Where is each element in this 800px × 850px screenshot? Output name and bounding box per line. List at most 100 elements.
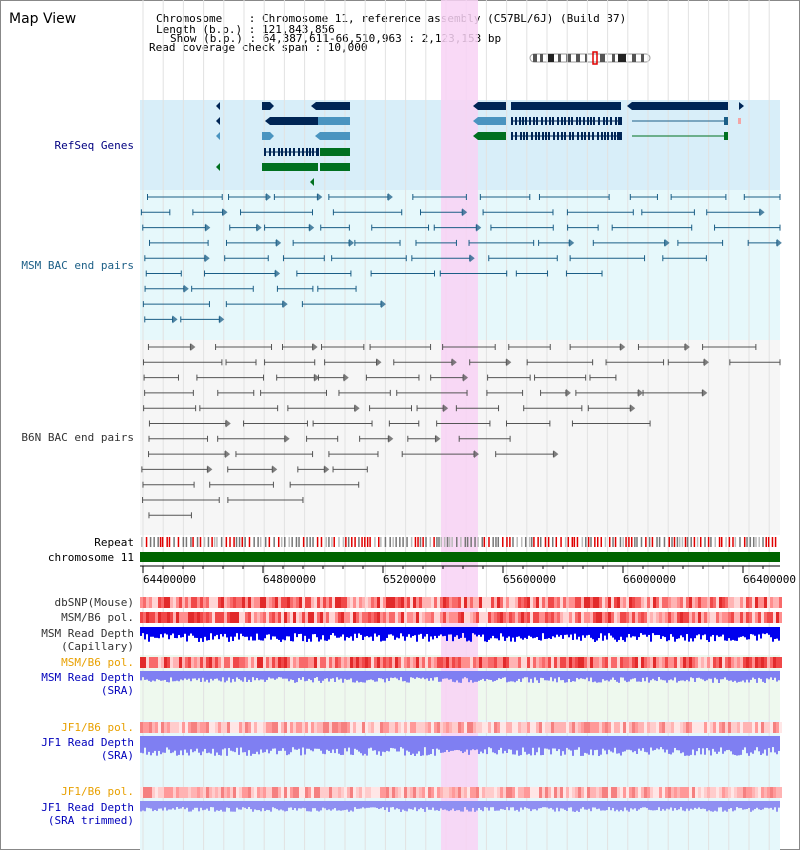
depth-bar bbox=[678, 671, 680, 682]
repeat-element bbox=[264, 537, 267, 547]
depth-bar bbox=[358, 801, 360, 809]
gene-exon-cluster[interactable] bbox=[264, 148, 319, 156]
heat-cell bbox=[440, 657, 443, 668]
repeat-track[interactable] bbox=[141, 537, 777, 547]
depth-bar bbox=[402, 736, 404, 749]
depth-bar bbox=[590, 671, 592, 678]
heat-cell bbox=[170, 612, 173, 623]
depth-bar bbox=[770, 801, 772, 808]
depth-bar bbox=[154, 801, 156, 811]
gene-exon[interactable] bbox=[262, 163, 318, 171]
depth-bar bbox=[764, 671, 766, 683]
heat-cell bbox=[497, 787, 500, 798]
depth-bar bbox=[552, 671, 554, 682]
jf1-depth-trimmed-histogram[interactable] bbox=[140, 801, 780, 812]
gene-exon[interactable] bbox=[262, 102, 270, 110]
heat-cell bbox=[653, 657, 656, 668]
heat-cell bbox=[164, 657, 167, 668]
msm-depth-capillary-histogram[interactable] bbox=[140, 627, 780, 642]
depth-bar bbox=[448, 627, 450, 635]
gene-exon[interactable] bbox=[320, 163, 350, 171]
heat-cell bbox=[512, 612, 515, 623]
gene-exon[interactable] bbox=[511, 102, 621, 110]
heat-cell bbox=[416, 657, 419, 668]
depth-bar bbox=[196, 627, 198, 638]
gene-exon[interactable] bbox=[316, 102, 350, 110]
gene-exon bbox=[607, 132, 609, 140]
msm-depth-sra-histogram[interactable] bbox=[140, 671, 780, 683]
gene-exon[interactable] bbox=[320, 148, 350, 156]
b6n-bac-end-pairs[interactable] bbox=[141, 343, 781, 519]
depth-bar bbox=[242, 736, 244, 753]
repeat-element bbox=[681, 537, 684, 547]
msm-bac-end-pairs[interactable] bbox=[140, 193, 782, 324]
chromosome-ideogram[interactable] bbox=[529, 51, 651, 65]
bac-end-arrow bbox=[282, 300, 288, 309]
depth-bar bbox=[528, 627, 530, 636]
depth-bar bbox=[204, 671, 206, 682]
highlight-region[interactable] bbox=[441, 0, 478, 850]
gene-exon[interactable] bbox=[478, 132, 506, 140]
repeat-element bbox=[190, 537, 192, 547]
heat-cell bbox=[659, 722, 662, 733]
heat-cell bbox=[200, 612, 203, 623]
heat-cell bbox=[464, 597, 467, 608]
heat-cell bbox=[575, 612, 578, 623]
gene-exon[interactable] bbox=[724, 117, 728, 125]
refseq-genes-track[interactable] bbox=[216, 102, 744, 186]
repeat-element bbox=[380, 537, 382, 547]
gene-exon[interactable] bbox=[478, 117, 506, 125]
depth-bar bbox=[678, 801, 680, 810]
heat-cell bbox=[230, 722, 233, 733]
heat-cell bbox=[431, 787, 434, 798]
heat-cell bbox=[617, 657, 620, 668]
gene-exon[interactable] bbox=[478, 102, 506, 110]
heat-cell bbox=[539, 657, 542, 668]
depth-bar bbox=[308, 627, 310, 639]
heat-cell bbox=[653, 722, 656, 733]
depth-bar bbox=[242, 801, 244, 808]
depth-bar bbox=[176, 736, 178, 756]
heat-cell bbox=[395, 612, 398, 623]
chromosome-bar[interactable] bbox=[140, 552, 780, 562]
jf1-b6-pol-trimmed-heat-strip[interactable] bbox=[140, 787, 782, 798]
depth-bar bbox=[776, 627, 778, 639]
depth-bar bbox=[536, 671, 538, 681]
depth-bar bbox=[420, 671, 422, 679]
jf1-b6-pol-heat-strip[interactable] bbox=[140, 722, 782, 733]
gene-exon-cluster[interactable] bbox=[511, 117, 622, 125]
heat-cell bbox=[248, 597, 251, 608]
gene-exon[interactable] bbox=[320, 132, 350, 140]
gene-exon[interactable] bbox=[724, 132, 728, 140]
jf1-depth-sra-histogram[interactable] bbox=[140, 736, 780, 756]
gene-exon[interactable] bbox=[318, 117, 350, 125]
depth-bar bbox=[676, 801, 678, 811]
gene-exon-cluster[interactable] bbox=[511, 132, 622, 140]
heat-cell bbox=[569, 722, 572, 733]
depth-bar bbox=[636, 801, 638, 811]
msm-b6-pol-heat-strip[interactable] bbox=[140, 612, 782, 623]
depth-bar bbox=[478, 671, 480, 681]
repeat-track-label: Repeat bbox=[94, 536, 134, 549]
gene-exon[interactable] bbox=[262, 132, 270, 140]
repeat-element bbox=[295, 537, 298, 547]
heat-cell bbox=[167, 787, 170, 798]
gene-arrow[interactable] bbox=[216, 102, 220, 110]
depth-bar bbox=[658, 671, 660, 678]
heat-cell bbox=[233, 722, 236, 733]
heat-cell bbox=[779, 597, 782, 608]
depth-bar bbox=[600, 801, 602, 811]
gene-exon[interactable] bbox=[632, 102, 728, 110]
msm-b6-pol-sra-heat-strip[interactable] bbox=[140, 657, 782, 668]
depth-bar bbox=[474, 671, 476, 682]
depth-bar bbox=[292, 671, 294, 681]
heat-cell bbox=[185, 597, 188, 608]
heat-cell bbox=[389, 787, 392, 798]
depth-bar bbox=[322, 801, 324, 808]
dbsnp-heat-strip[interactable] bbox=[140, 597, 782, 608]
heat-cell bbox=[356, 722, 359, 733]
gene-exon[interactable] bbox=[270, 117, 318, 125]
depth-bar bbox=[390, 671, 392, 678]
